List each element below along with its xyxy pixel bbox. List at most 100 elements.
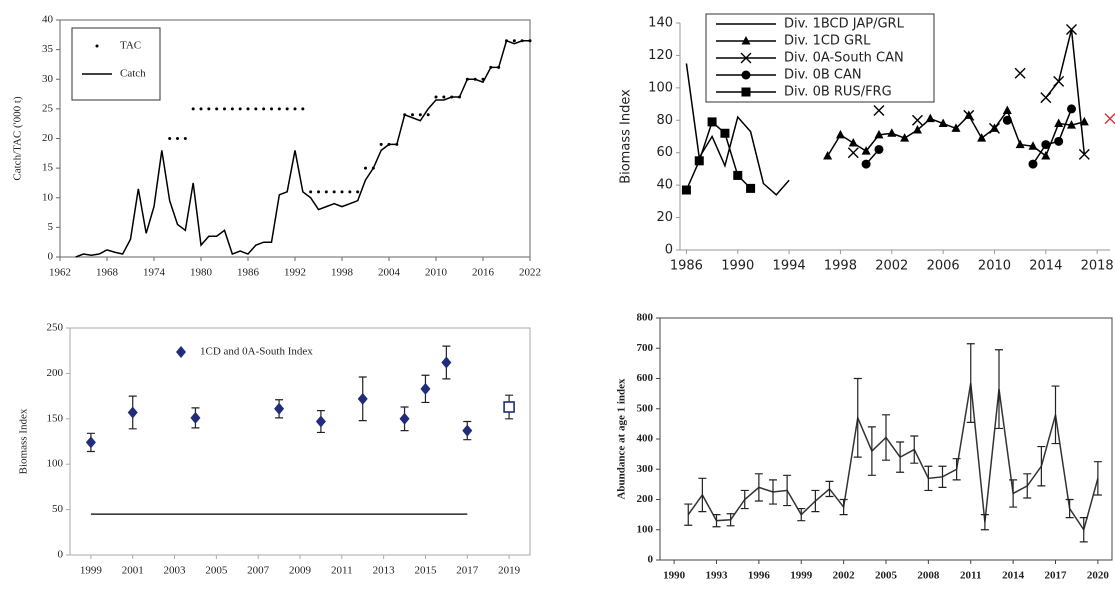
x-tick-label: 1980 (190, 267, 213, 279)
diamond-marker (357, 392, 368, 405)
dot-marker (332, 190, 336, 194)
triangle-marker (741, 36, 751, 45)
triangle-marker (1066, 120, 1076, 129)
series-line (687, 382, 1099, 532)
dot-marker (246, 107, 250, 111)
dot-marker (285, 107, 289, 111)
cross-marker (740, 52, 752, 64)
error-bar (712, 514, 721, 528)
error-bar (1051, 385, 1060, 445)
legend-label: Catch (120, 68, 146, 80)
y-tick-label: 120 (648, 48, 673, 63)
y-tick-label: 150 (47, 412, 64, 424)
y-tick-label: 60 (656, 145, 673, 160)
y-tick-label: 700 (637, 342, 654, 354)
dot-marker (254, 107, 258, 111)
error-bar (995, 349, 1003, 430)
x-tick-label: 2019 (498, 565, 521, 577)
dot-marker (434, 95, 438, 99)
series-line (1045, 29, 1086, 155)
dot-marker (379, 142, 383, 146)
error-bar (1065, 498, 1074, 519)
diamond-marker (176, 346, 186, 358)
series-line (75, 39, 530, 258)
legend-label: Div. 0A-South CAN (784, 51, 904, 66)
error-bar (839, 498, 848, 516)
x-tick-label: 2002 (833, 570, 856, 582)
x-tick-label: 1990 (721, 259, 754, 274)
x-tick-label: 2014 (1029, 259, 1062, 274)
x-tick-label: 2001 (122, 565, 144, 577)
y-tick-label: 200 (637, 493, 654, 505)
error-bar (811, 489, 820, 513)
circle-marker (874, 144, 884, 154)
triangle-marker (1054, 118, 1064, 128)
error-bar (896, 441, 905, 473)
triangle-marker (912, 125, 922, 134)
y-tick-label: 15 (42, 162, 54, 174)
y-tick-label: 30 (42, 73, 54, 85)
y-tick-label: 0 (48, 251, 54, 263)
dot-marker (512, 39, 516, 43)
x-tick-label: 2013 (373, 565, 396, 577)
x-tick-label: 2022 (519, 267, 541, 279)
dot-marker (199, 107, 203, 111)
y-axis-label: Biomass Index (18, 408, 30, 474)
dot-marker (340, 190, 344, 194)
dot-marker (309, 190, 313, 194)
dot-marker (418, 113, 422, 117)
legend-label: Div. 1BCD JAP/GRL (784, 17, 905, 32)
y-tick-label: 10 (42, 191, 54, 203)
x-tick-label: 1962 (49, 267, 71, 279)
y-tick-label: 40 (42, 14, 54, 26)
error-bar (980, 514, 989, 531)
error-bar (1079, 517, 1088, 543)
x-tick-label: 1998 (331, 267, 354, 279)
y-axis-label: Abundance at age 1 index (616, 378, 628, 500)
chart-panel: 0 20 40 60 80 100 120 140 1986 1990 1994 1998 2002 20… (619, 13, 1115, 274)
error-bar (754, 473, 763, 502)
square-marker (694, 156, 704, 166)
triangle-marker (1079, 116, 1089, 126)
square-marker (681, 185, 691, 195)
plot-frame (69, 327, 531, 556)
cross-marker (847, 147, 859, 159)
cross-marker (1040, 92, 1052, 104)
dot-marker (442, 95, 446, 99)
dot-marker (324, 190, 328, 194)
x-tick-label: 1993 (706, 570, 729, 582)
error-bar (1023, 473, 1032, 499)
cross-marker (911, 114, 923, 126)
x-tick-label: 1986 (237, 267, 260, 279)
y-tick-label: 100 (47, 458, 64, 470)
triangle-marker (977, 133, 987, 142)
x-tick-label: 1974 (143, 267, 166, 279)
circle-marker (1002, 115, 1012, 125)
square-marker (720, 128, 730, 138)
dot-marker (168, 137, 172, 140)
error-bar (797, 507, 806, 522)
dot-marker (183, 137, 187, 140)
dot-marker (277, 107, 281, 111)
y-axis-label: Catch/TAC ('000 t) (12, 96, 24, 181)
x-tick-label: 2011 (960, 570, 981, 582)
chart-panel: 0 50 100 150 200 250 1999 2001 2003 2005 2007 2009 2… (18, 322, 531, 577)
circle-marker (1066, 104, 1076, 114)
cross-marker (963, 109, 975, 121)
diamond-marker (127, 406, 138, 419)
y-tick-label: 0 (58, 549, 64, 561)
dot-marker (426, 113, 430, 117)
error-bar (1009, 479, 1018, 508)
cross-marker (1078, 148, 1090, 160)
x-tick-label: 2009 (289, 565, 312, 577)
cross-marker (988, 122, 1000, 134)
x-tick-label: 2008 (917, 570, 940, 582)
error-bar (698, 477, 707, 513)
dot-marker (411, 113, 414, 117)
x-tick-label: 1968 (96, 267, 119, 279)
x-tick-label: 2015 (414, 565, 437, 577)
error-bar (1037, 445, 1046, 487)
diamond-marker (190, 411, 201, 424)
x-tick-label: 1986 (670, 259, 703, 274)
x-tick-label: 2011 (331, 565, 353, 577)
